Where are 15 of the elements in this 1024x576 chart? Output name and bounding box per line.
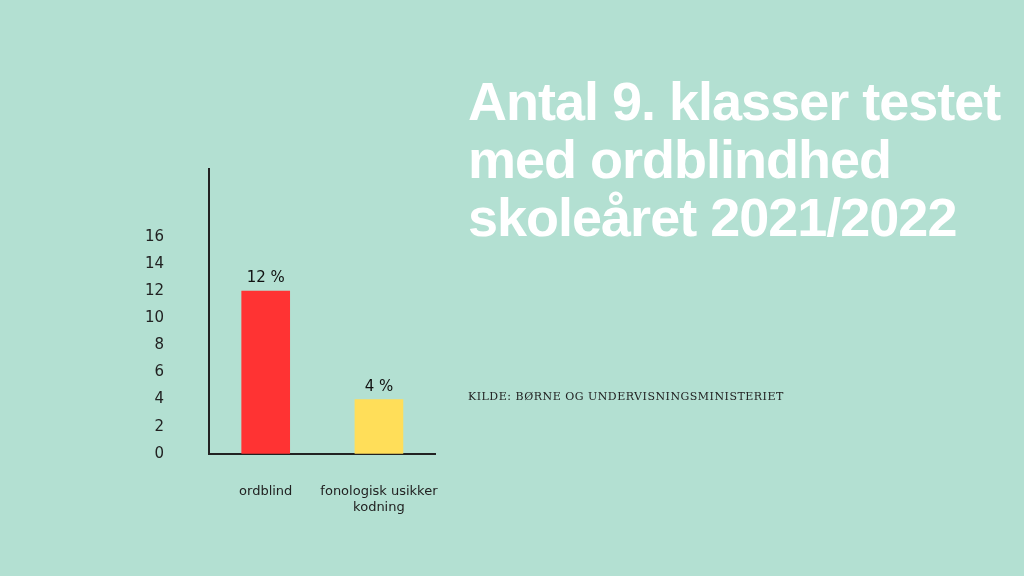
y-tick-label: 14	[144, 253, 165, 272]
y-tick-label: 10	[144, 308, 165, 327]
text: KILDE: BØRNE OG UNDERVISNINGSMINISTERIET	[468, 390, 784, 403]
y-tick-label: 12	[144, 280, 165, 299]
x-tick-label: fonologisk usikker kodning	[320, 482, 439, 514]
y-tick-label: 2	[154, 416, 165, 435]
data-label: 4 %	[364, 376, 394, 395]
x-tick-label: ordblind	[239, 482, 293, 498]
y-tick-label: 4	[154, 389, 165, 408]
data-label: 12 %	[246, 268, 285, 287]
y-tick-label: 16	[144, 226, 165, 245]
y-tick-label: 6	[154, 362, 165, 381]
text: Antal 9. klasser testet med ordblindhed skoleåret 2021/2022	[468, 71, 1002, 247]
y-tick-label: 0	[154, 443, 165, 462]
y-tick-label: 8	[154, 335, 165, 354]
